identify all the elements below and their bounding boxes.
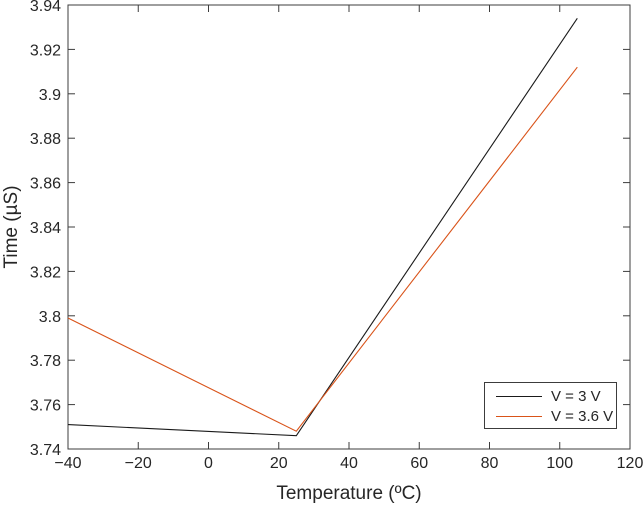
- series-line-1: [67, 66, 578, 432]
- x-tick-label: 40: [340, 455, 358, 472]
- x-tick-label: −20: [125, 455, 152, 472]
- y-tick-label: 3.94: [30, 0, 61, 15]
- y-tick-label: 3.92: [30, 42, 61, 59]
- legend-line-sample: [496, 395, 542, 397]
- y-tick-label: 3.9: [39, 87, 61, 104]
- y-tick-label: 3.82: [30, 264, 61, 281]
- series-line-0: [67, 18, 578, 437]
- x-tick-label: 100: [546, 455, 573, 472]
- plot-area: −40 −20 0 20 40 60 80 100 120 3.74 3.76 3.78 3.8 3.82…: [30, 0, 643, 472]
- y-tick-label: 3.88: [30, 131, 61, 148]
- y-tick-label: 3.78: [30, 353, 61, 370]
- x-tick-label: 80: [481, 455, 499, 472]
- legend-item-label: V = 3 V: [551, 387, 601, 405]
- y-tick-label: 3.74: [30, 442, 61, 459]
- legend-line-sample: [496, 415, 542, 417]
- x-tick-label: 0: [204, 455, 213, 472]
- y-tick-label: 3.76: [30, 398, 61, 415]
- y-tick-label: 3.8: [39, 309, 61, 326]
- y-tick-label: 3.84: [30, 220, 61, 237]
- legend-box: V = 3 V V = 3.6 V: [484, 382, 617, 429]
- legend-item-1: V = 3.6 V: [485, 406, 616, 426]
- legend-item-0: V = 3 V: [485, 386, 616, 406]
- x-tick-label: 20: [270, 455, 288, 472]
- legend-item-label: V = 3.6 V: [551, 407, 614, 425]
- x-tick-label: 60: [410, 455, 428, 472]
- x-tick-label: −40: [54, 455, 81, 472]
- y-tick-label: 3.86: [30, 176, 61, 193]
- x-tick-label: 120: [617, 455, 643, 472]
- x-axis-label: Temperature (ºC): [276, 483, 421, 504]
- y-axis-label: Time (µS): [1, 185, 22, 268]
